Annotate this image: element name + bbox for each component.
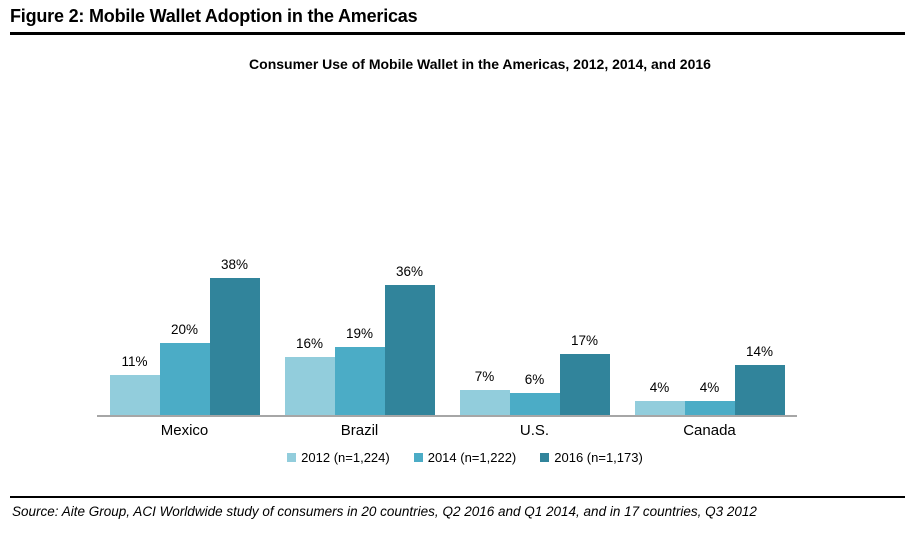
bar-value-label: 14% (745, 344, 774, 359)
bar-value-label: 20% (170, 322, 199, 337)
bar-mexico-2016 (209, 278, 260, 415)
category-label-mexico: Mexico (160, 422, 209, 439)
bar-group-us: 7% 6% 17% (447, 333, 622, 415)
bar-column-canada-2016: 14% (734, 344, 785, 415)
bar-value-label: 4% (649, 380, 670, 395)
bar-canada-2016 (734, 365, 785, 415)
figure-heading: Figure 2: Mobile Wallet Adoption in the … (10, 6, 418, 26)
bar-value-label: 36% (395, 264, 424, 279)
legend-entry-2014: 2014 (n=1,222) (413, 450, 517, 465)
bar-column-us-2012: 7% (459, 369, 510, 415)
legend-entry-label: 2016 (n=1,173) (554, 450, 643, 465)
bar-us-2012 (459, 390, 510, 415)
bar-column-us-2014: 6% (509, 372, 560, 415)
bar-column-us-2016: 17% (559, 333, 610, 415)
bar-value-label: 6% (524, 372, 545, 387)
bar-column-brazil-2016: 36% (384, 264, 435, 415)
x-axis-line (97, 415, 797, 417)
bar-group-canada: 4% 4% 14% (622, 344, 797, 415)
bar-value-label: 16% (295, 336, 324, 351)
source-divider (10, 496, 905, 498)
bar-column-brazil-2014: 19% (334, 326, 385, 415)
bar-column-mexico-2016: 38% (209, 257, 260, 415)
heading-underline (10, 32, 905, 35)
bar-value-label: 7% (474, 369, 495, 384)
legend: 2012 (n=1,224) 2014 (n=1,222) 2016 (n=1,17… (115, 450, 815, 465)
bar-column-canada-2014: 4% (684, 380, 735, 415)
category-label-us: U.S. (519, 422, 550, 439)
bar-column-mexico-2014: 20% (159, 322, 210, 415)
category-axis-labels: Mexico Brazil U.S. Canada (97, 422, 797, 442)
chart-title: Consumer Use of Mobile Wallet in the Ame… (249, 56, 711, 72)
bar-value-label: 19% (345, 326, 374, 341)
legend-swatch-icon (540, 453, 550, 462)
bar-column-mexico-2012: 11% (109, 354, 160, 415)
category-label-canada: Canada (683, 422, 736, 439)
source-note: Source: Aite Group, ACI Worldwide study … (12, 504, 757, 519)
bar-value-label: 17% (570, 333, 599, 348)
legend-swatch-icon (287, 453, 297, 462)
bar-value-label: 4% (699, 380, 720, 395)
bar-mexico-2014 (159, 343, 210, 415)
bar-group-mexico: 11% 20% 38% (97, 257, 272, 415)
legend-entry-2016: 2016 (n=1,173) (540, 450, 643, 465)
bar-canada-2014 (684, 401, 735, 415)
bar-us-2014 (509, 393, 560, 415)
bar-brazil-2012 (284, 357, 335, 415)
bar-us-2016 (559, 354, 610, 415)
bar-mexico-2012 (109, 375, 160, 415)
bar-canada-2012 (634, 401, 685, 415)
bar-value-label: 38% (220, 257, 249, 272)
bar-column-brazil-2012: 16% (284, 336, 335, 415)
plot-area: 11% 20% 38% 16% 19% 36% 7% 6% 17% 4% 4% 14% (97, 90, 797, 415)
legend-swatch-icon (413, 453, 423, 462)
bar-value-label: 11% (121, 354, 148, 369)
bar-group-brazil: 16% 19% 36% (272, 264, 447, 415)
bar-brazil-2016 (384, 285, 435, 415)
legend-entry-2012: 2012 (n=1,224) (287, 450, 390, 465)
legend-entry-label: 2012 (n=1,224) (301, 450, 390, 465)
category-label-brazil: Brazil (340, 422, 379, 439)
bar-column-canada-2012: 4% (634, 380, 685, 415)
legend-entry-label: 2014 (n=1,222) (427, 450, 517, 465)
bar-brazil-2014 (334, 347, 385, 415)
